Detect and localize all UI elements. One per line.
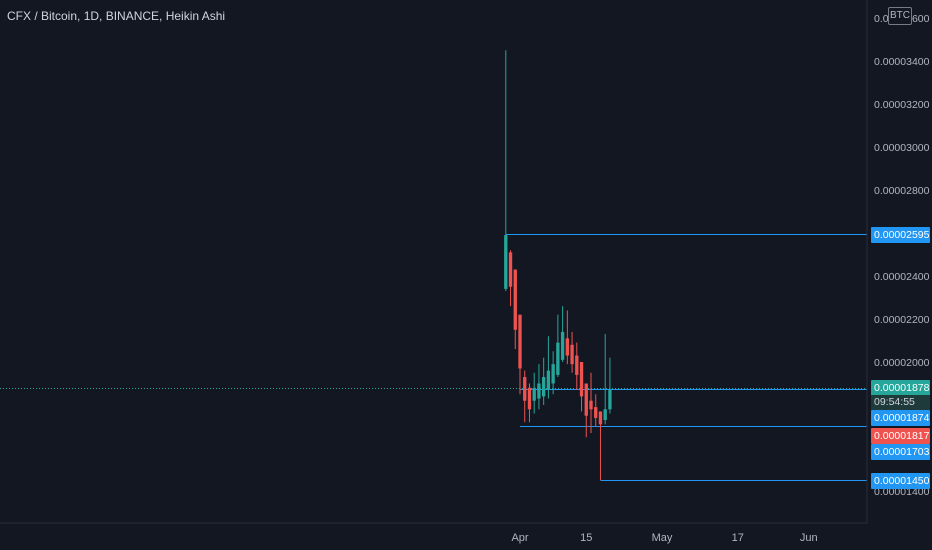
candle-body bbox=[523, 377, 527, 401]
x-tick-label: 15 bbox=[580, 532, 592, 544]
candle-body bbox=[556, 342, 560, 375]
candle-body bbox=[579, 362, 584, 397]
x-tick-label: May bbox=[652, 532, 673, 544]
candle-body bbox=[542, 377, 546, 397]
candle-body bbox=[504, 235, 508, 289]
candle-body bbox=[594, 407, 598, 418]
candle-body bbox=[598, 411, 603, 425]
y-tick-label: 0.00003200 bbox=[874, 99, 930, 111]
candle-body bbox=[518, 314, 522, 369]
horizontal-line-price-tag: 0.00001450 bbox=[871, 473, 930, 489]
candle-body bbox=[508, 252, 513, 287]
y-tick-label: 0.00003400 bbox=[874, 56, 930, 68]
candle-body bbox=[527, 387, 532, 410]
horizontal-line-price-tag: 0.00002595 bbox=[871, 227, 930, 243]
candle-body bbox=[603, 409, 607, 421]
candle-body bbox=[560, 331, 565, 360]
candle-body bbox=[513, 269, 517, 330]
horizontal-line-price-tag: 0.00001703 bbox=[871, 444, 930, 460]
plot-area bbox=[0, 50, 867, 481]
horizontal-line-price-tag: 0.00001874 bbox=[871, 410, 930, 426]
y-tick-label: 0.00002000 bbox=[874, 357, 930, 369]
y-tick-label: 0.00001400 bbox=[874, 486, 930, 498]
candle-body bbox=[565, 338, 569, 356]
y-tick-label: 0.00002400 bbox=[874, 271, 930, 283]
y-tick-label: 0.00002200 bbox=[874, 314, 930, 326]
candle-body bbox=[584, 383, 588, 416]
candle-body bbox=[532, 387, 536, 401]
time-axis[interactable]: Apr 15 May 17 Jun bbox=[511, 532, 817, 544]
y-tick-label: 0.00003000 bbox=[874, 142, 930, 154]
candle-body bbox=[575, 355, 579, 375]
last-price-tag: 0.00001878 bbox=[871, 380, 930, 396]
candle-body bbox=[551, 364, 555, 384]
candle-body bbox=[537, 383, 541, 399]
y-tick-label: 0.00002800 bbox=[874, 185, 930, 197]
x-tick-label: Apr bbox=[511, 532, 528, 544]
x-tick-label: 17 bbox=[732, 532, 744, 544]
x-tick-label: Jun bbox=[800, 532, 818, 544]
red-line-price-tag: 0.00001817 bbox=[871, 428, 930, 444]
currency-badge[interactable]: BTC bbox=[888, 7, 912, 25]
bar-countdown-tag: 09:54:55 bbox=[871, 395, 930, 410]
candle-body bbox=[589, 400, 593, 410]
chart-title: CFX / Bitcoin, 1D, BINANCE, Heikin Ashi bbox=[7, 9, 226, 23]
candle-body bbox=[570, 344, 574, 365]
candle-body bbox=[608, 389, 612, 410]
candle-body bbox=[546, 370, 551, 390]
